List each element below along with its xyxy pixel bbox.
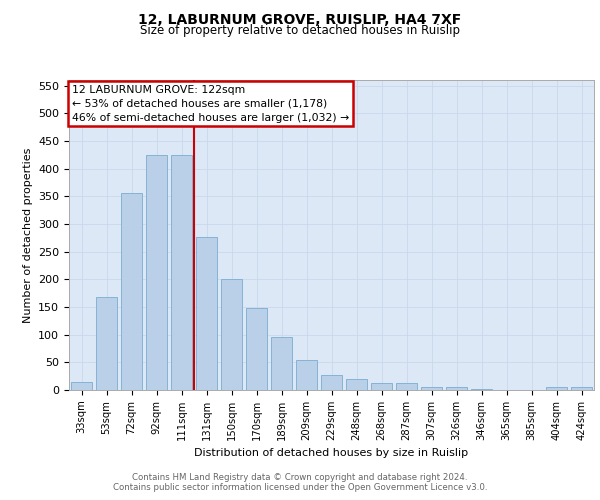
Bar [146,154,167,390]
Bar [171,154,192,390]
Bar [246,308,267,390]
X-axis label: Distribution of detached houses by size in Ruislip: Distribution of detached houses by size … [194,448,469,458]
Bar [296,360,317,390]
Bar [371,383,392,390]
Bar [571,387,592,390]
Bar [471,389,492,390]
Bar [121,193,142,390]
Text: 12 LABURNUM GROVE: 122sqm
← 53% of detached houses are smaller (1,178)
46% of se: 12 LABURNUM GROVE: 122sqm ← 53% of detac… [71,84,349,122]
Bar [546,387,567,390]
Bar [271,338,292,390]
Bar [396,383,417,390]
Bar [96,297,117,390]
Bar [321,374,342,390]
Bar [421,386,442,390]
Bar [346,379,367,390]
Bar [221,280,242,390]
Y-axis label: Number of detached properties: Number of detached properties [23,148,32,322]
Text: 12, LABURNUM GROVE, RUISLIP, HA4 7XF: 12, LABURNUM GROVE, RUISLIP, HA4 7XF [139,12,461,26]
Text: Size of property relative to detached houses in Ruislip: Size of property relative to detached ho… [140,24,460,37]
Bar [446,387,467,390]
Text: Contains HM Land Registry data © Crown copyright and database right 2024.
Contai: Contains HM Land Registry data © Crown c… [113,473,487,492]
Bar [196,237,217,390]
Bar [71,382,92,390]
